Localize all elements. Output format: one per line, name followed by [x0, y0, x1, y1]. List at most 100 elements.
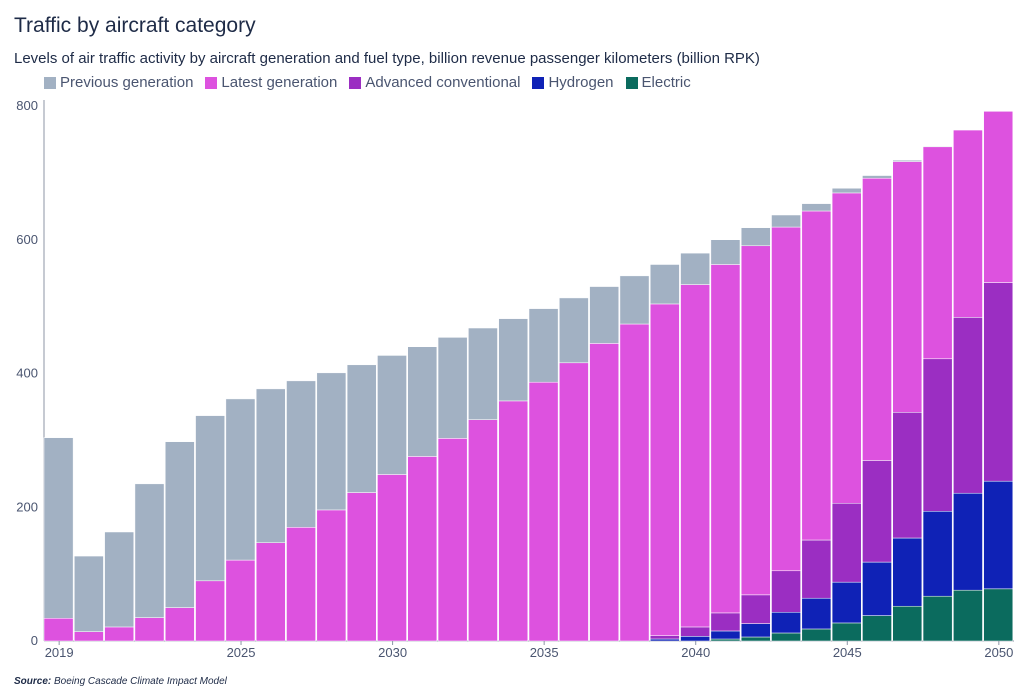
- bar-segment: [498, 318, 529, 402]
- source-label: Source:: [14, 676, 52, 687]
- legend-label: Advanced conventional: [365, 74, 521, 91]
- bar-segment: [771, 570, 801, 613]
- source-note: Source: Boeing Cascade Climate Impact Mo…: [14, 676, 227, 687]
- bar-segment: [892, 412, 923, 539]
- bar-segment: [650, 638, 680, 642]
- bar-segment: [619, 275, 650, 325]
- bar-segment: [953, 317, 983, 494]
- bar-segment: [407, 346, 438, 457]
- x-tick-label: 2040: [681, 645, 710, 660]
- bar-segment: [771, 214, 801, 228]
- legend-label: Electric: [641, 74, 691, 91]
- bar-segment: [589, 343, 619, 642]
- chart-legend: Previous generation Latest generation Adva…: [44, 74, 697, 91]
- bar-segment: [922, 145, 953, 148]
- legend-label: Previous generation: [60, 74, 194, 91]
- bar-segment: [801, 203, 832, 212]
- bar-segment: [316, 509, 347, 642]
- x-tick-label: 2025: [227, 645, 256, 660]
- bar-segment: [346, 492, 377, 642]
- bar-segment: [195, 415, 225, 582]
- bar-segment: [740, 245, 771, 596]
- bar-segment: [710, 638, 741, 642]
- bar-segment: [619, 323, 650, 642]
- bar-segment: [225, 398, 256, 561]
- chart-title: Traffic by aircraft category: [14, 14, 256, 37]
- bar-segment: [983, 111, 1014, 283]
- bar-segment: [377, 474, 407, 642]
- x-tick-label: 2050: [984, 645, 1013, 660]
- bar-segment: [740, 636, 771, 642]
- bar-segment: [862, 175, 892, 179]
- bar-segment: [862, 615, 892, 642]
- bar-segment: [892, 159, 923, 162]
- bar-segment: [650, 264, 680, 305]
- bar-segment: [498, 400, 529, 642]
- bar-segment: [801, 628, 832, 642]
- bar-segment: [134, 617, 165, 642]
- bar-segment: [922, 511, 953, 597]
- bar-segment: [892, 537, 923, 607]
- legend-item: Hydrogen: [532, 74, 614, 91]
- y-tick-label: 400: [16, 366, 38, 381]
- legend-item: Advanced conventional: [349, 74, 520, 91]
- bar-segment: [740, 227, 771, 247]
- bar-segment: [953, 589, 983, 642]
- bar-segment: [862, 460, 892, 563]
- bar-segment: [983, 588, 1014, 642]
- bar-segment: [468, 327, 498, 420]
- x-tick-label: 2035: [530, 645, 559, 660]
- bar-segment: [740, 594, 771, 624]
- bar-segment: [892, 605, 923, 642]
- bar-segment: [680, 626, 710, 637]
- bar-segment: [74, 555, 104, 632]
- bar-segment: [680, 636, 710, 642]
- bar-segment: [437, 438, 468, 642]
- bar-segment: [831, 188, 862, 194]
- bar-segment: [650, 635, 680, 640]
- bar-segment: [831, 192, 862, 504]
- bar-segment: [710, 630, 741, 640]
- bar-segment: [983, 480, 1014, 590]
- bar-segment: [862, 561, 892, 616]
- bar-segment: [710, 612, 741, 632]
- x-tick-label: 2030: [378, 645, 407, 660]
- legend-item: Previous generation: [44, 74, 193, 91]
- bar-segment: [316, 372, 347, 511]
- bar-segment: [559, 362, 589, 642]
- bar-segment: [983, 282, 1014, 482]
- y-tick-label: 0: [31, 633, 38, 648]
- bar-segment: [165, 607, 195, 642]
- bar-segment: [43, 618, 74, 642]
- bar-segment: [286, 380, 316, 528]
- legend-label: Hydrogen: [548, 74, 614, 91]
- bar-segment: [771, 632, 801, 642]
- bar-segment: [407, 456, 438, 642]
- bar-segment: [953, 492, 983, 591]
- bar-segment: [377, 355, 407, 475]
- legend-label: Latest generation: [221, 74, 338, 91]
- bar-segment: [286, 527, 316, 642]
- bar-segment: [468, 419, 498, 642]
- bar-segment: [740, 623, 771, 638]
- bar-segment: [771, 226, 801, 572]
- legend-swatch: [532, 76, 545, 89]
- legend-swatch: [625, 76, 638, 89]
- bar-segment: [43, 437, 74, 619]
- bar-segment: [346, 364, 377, 493]
- bar-segment: [892, 161, 923, 413]
- y-tick-label: 800: [16, 98, 38, 113]
- legend-item: Latest generation: [205, 74, 337, 91]
- bar-segment: [953, 129, 983, 318]
- bar-segment: [831, 581, 862, 624]
- bar-segment: [650, 303, 680, 636]
- x-tick-label: 2045: [833, 645, 862, 660]
- bar-segment: [104, 626, 134, 642]
- bar-segment: [437, 337, 468, 439]
- bar-segment: [680, 284, 710, 628]
- legend-item: Electric: [625, 74, 691, 91]
- x-tick-label: 2019: [45, 645, 74, 660]
- bar-segment: [922, 595, 953, 642]
- bar-segment: [165, 441, 195, 608]
